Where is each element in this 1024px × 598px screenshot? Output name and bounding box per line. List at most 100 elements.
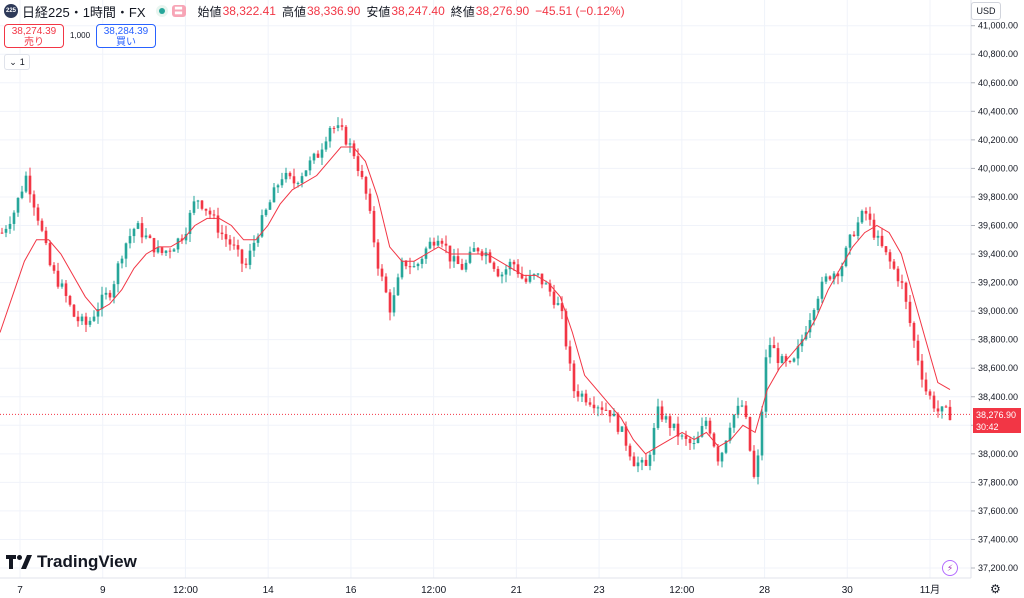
candle-body xyxy=(120,258,124,264)
candle-body xyxy=(140,223,144,238)
candle-body xyxy=(692,443,696,445)
flag-icon[interactable]: 〓 xyxy=(171,5,186,17)
candle-body xyxy=(608,410,612,417)
candle-body xyxy=(668,416,672,428)
candle-body xyxy=(160,247,164,253)
close-label: 終値 xyxy=(450,4,475,19)
symbol-title[interactable]: 日経225・1時間・FX xyxy=(22,4,146,20)
candle-body xyxy=(372,210,376,243)
tradingview-logo[interactable]: TradingView xyxy=(6,552,137,572)
order-quantity[interactable]: 1,000 xyxy=(70,31,91,40)
x-tick-label: 16 xyxy=(345,585,357,596)
candle-body xyxy=(260,215,264,237)
candle-body xyxy=(360,170,364,177)
candle-body xyxy=(100,294,104,310)
candle-body xyxy=(116,263,120,285)
candle-body xyxy=(596,407,600,409)
gear-icon[interactable]: ⚙ xyxy=(990,582,1001,596)
indicator-toggle[interactable]: ⌄ 1 xyxy=(4,54,30,70)
candle-body xyxy=(808,320,812,333)
candle-body xyxy=(760,411,764,456)
candle-body xyxy=(888,252,892,262)
candle-body xyxy=(784,356,788,362)
candle-body xyxy=(576,391,580,397)
candle-body xyxy=(772,345,776,349)
x-tick-label: 12:00 xyxy=(669,585,694,596)
y-tick-label: 37,800.00 xyxy=(978,477,1018,487)
candle-body xyxy=(60,283,64,287)
candle-body xyxy=(180,238,184,241)
y-tick-label: 40,200.00 xyxy=(978,135,1018,145)
candle-body xyxy=(536,273,540,275)
y-tick-label: 39,600.00 xyxy=(978,220,1018,230)
y-tick-label: 40,000.00 xyxy=(978,163,1018,173)
candle-body xyxy=(444,243,448,246)
candle-body xyxy=(296,182,300,184)
candle-body xyxy=(720,452,724,462)
y-tick-label: 37,600.00 xyxy=(978,506,1018,516)
candle-body xyxy=(264,209,268,216)
y-tick-label: 39,400.00 xyxy=(978,249,1018,259)
candle-body xyxy=(928,391,932,396)
candle-body xyxy=(40,220,44,231)
y-tick-label: 39,000.00 xyxy=(978,306,1018,316)
close-value: 38,276.90 xyxy=(475,4,530,18)
candle-body xyxy=(488,252,492,263)
candle-body xyxy=(912,322,916,341)
lightning-icon[interactable]: ⚡ xyxy=(942,560,958,576)
bar-countdown: 30:42 xyxy=(976,422,999,432)
currency-selector[interactable]: USD xyxy=(971,2,1001,20)
candle-body xyxy=(844,247,848,267)
candle-body xyxy=(172,249,176,252)
candle-body xyxy=(72,304,76,317)
candle-body xyxy=(820,281,824,299)
candle-body xyxy=(508,261,512,270)
candle-body xyxy=(756,455,760,477)
buy-label: 買い xyxy=(116,37,136,48)
candle-body xyxy=(324,141,328,150)
candle-body xyxy=(152,238,156,253)
market-status-icon[interactable] xyxy=(155,5,168,17)
candle-body xyxy=(0,232,4,234)
candle-body xyxy=(580,393,584,397)
candle-body xyxy=(672,423,676,428)
candle-body xyxy=(588,402,592,405)
sell-button[interactable]: 38,274.39 売り xyxy=(4,24,64,48)
candle-body xyxy=(852,234,856,237)
candle-body xyxy=(696,436,700,444)
candle-body xyxy=(688,438,692,444)
candle-body xyxy=(148,235,152,239)
candle-body xyxy=(368,193,372,211)
x-tick-label: 21 xyxy=(511,585,523,596)
candle-body xyxy=(12,212,16,224)
candle-body xyxy=(220,232,224,235)
candle-body xyxy=(168,250,172,252)
candle-body xyxy=(216,215,220,233)
candle-body xyxy=(932,395,936,409)
candle-body xyxy=(276,185,280,188)
y-tick-label: 38,400.00 xyxy=(978,392,1018,402)
candle-body xyxy=(228,239,232,245)
candle-body xyxy=(396,277,400,296)
candle-body xyxy=(336,125,340,128)
candle-body xyxy=(660,406,664,420)
candle-body xyxy=(400,260,404,278)
candle-body xyxy=(248,250,252,265)
candle-body xyxy=(436,240,440,246)
candle-body xyxy=(52,265,56,271)
candle-body xyxy=(940,406,944,412)
candle-body xyxy=(948,406,952,421)
candle-body xyxy=(244,263,248,265)
candle-body xyxy=(416,263,420,267)
x-tick-label: 30 xyxy=(842,585,854,596)
candle-body xyxy=(620,426,624,432)
buy-button[interactable]: 38,284.39 買い xyxy=(96,24,156,48)
candle-body xyxy=(884,246,888,253)
candle-body xyxy=(872,219,876,238)
candle-body xyxy=(572,363,576,392)
candle-body xyxy=(780,356,784,364)
symbol-logo[interactable]: 225 xyxy=(4,4,18,18)
moving-average-line xyxy=(0,146,951,455)
candle-body xyxy=(224,234,228,240)
